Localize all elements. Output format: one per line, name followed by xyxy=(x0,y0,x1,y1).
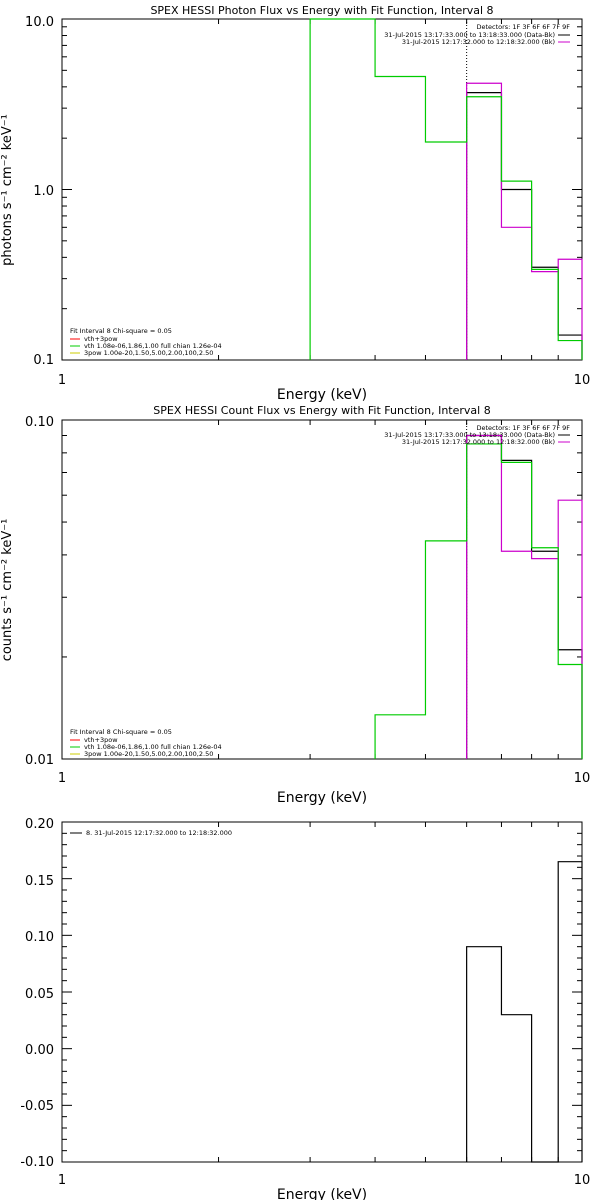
series-step-line xyxy=(374,443,583,759)
y-tick-label: 0.10 xyxy=(25,415,54,430)
fit-legend-header: Fit Interval 8 Chi-square = 0.05 xyxy=(70,327,172,335)
y-tick-label: 0.10 xyxy=(25,930,54,945)
residuals-panel: -0.10 -0.05 0.00 0.05 0.10 0.15 0.20 1 1… xyxy=(20,817,590,1200)
fit-legend-text: vth+3pow xyxy=(84,736,118,744)
fit-legend-header: Fit Interval 8 Chi-square = 0.05 xyxy=(70,728,172,736)
series-lines xyxy=(374,420,583,759)
count-flux-panel: SPEX HESSI Count Flux vs Energy with Fit… xyxy=(0,404,590,806)
axis-ticks xyxy=(61,821,583,1163)
y-axis-label: photons s⁻¹ cm⁻² keV⁻¹ xyxy=(0,114,15,266)
fit-legend-text: 3pow 1.00e-20,1.50,5.00,2.00,100,2.50 xyxy=(84,349,213,357)
y-tick-label: 0.05 xyxy=(25,987,54,1002)
legend-entry-text: 31-Jul-2015 13:17:33.000 to 13:18:33.000… xyxy=(384,31,555,39)
y-tick-label: 0.20 xyxy=(25,817,54,832)
x-tick-label: 10 xyxy=(574,373,591,388)
y-tick-label: 0.01 xyxy=(25,753,54,768)
photon-flux-panel: SPEX HESSI Photon Flux vs Energy with Fi… xyxy=(0,4,590,403)
series-step-line xyxy=(466,861,583,1163)
legend-entry-text: 8. 31-Jul-2015 12:17:32.000 to 12:18:32.… xyxy=(86,829,232,837)
legend-entry-text: 31-Jul-2015 13:17:33.000 to 13:18:33.000… xyxy=(384,431,555,439)
y-tick-label: -0.10 xyxy=(20,1155,54,1170)
series-step-line xyxy=(309,18,583,360)
y-tick-label: 10.0 xyxy=(25,15,54,30)
legend-entry-text: 31-Jul-2015 12:17:32.000 to 12:18:32.000… xyxy=(402,438,555,446)
legend-header: Detectors: 1F 3F 6F 6F 7F 9F xyxy=(476,23,570,31)
panel-title: SPEX HESSI Photon Flux vs Energy with Fi… xyxy=(150,4,493,17)
x-axis-label: Energy (keV) xyxy=(277,387,367,403)
y-tick-label: 1.0 xyxy=(33,184,54,199)
x-tick-label: 10 xyxy=(574,1173,591,1188)
series-lines xyxy=(466,861,583,1163)
x-tick-label: 10 xyxy=(574,771,591,786)
y-tick-label: 0.15 xyxy=(25,874,54,889)
fit-legend-text: vth+3pow xyxy=(84,335,118,343)
y-tick-label: 0.00 xyxy=(25,1043,54,1058)
x-axis-label: Energy (keV) xyxy=(277,790,367,806)
series-step-line xyxy=(466,434,583,759)
x-axis-label: Energy (keV) xyxy=(277,1187,367,1200)
y-tick-label: 0.1 xyxy=(33,353,54,368)
panel-title: SPEX HESSI Count Flux vs Energy with Fit… xyxy=(153,404,490,417)
x-tick-label: 1 xyxy=(58,1173,66,1188)
y-tick-label: -0.05 xyxy=(20,1099,54,1114)
y-axis-label: counts s⁻¹ cm⁻² keV⁻¹ xyxy=(0,519,15,662)
fit-legend-text: vth 1.08e-06,1.86,1.00 full chian 1.26e-… xyxy=(84,342,222,350)
series-lines xyxy=(309,18,583,360)
fit-legend-text: vth 1.08e-06,1.86,1.00 full chian 1.26e-… xyxy=(84,743,222,751)
legend-header: Detectors: 1F 3F 6F 6F 7F 9F xyxy=(476,424,570,432)
fit-legend-text: 3pow 1.00e-20,1.50,5.00,2.00,100,2.50 xyxy=(84,750,213,758)
legend-entry-text: 31-Jul-2015 12:17:32.000 to 12:18:32.000… xyxy=(402,38,555,46)
axis-ticks xyxy=(61,419,583,760)
x-tick-label: 1 xyxy=(58,373,66,388)
x-tick-label: 1 xyxy=(58,771,66,786)
